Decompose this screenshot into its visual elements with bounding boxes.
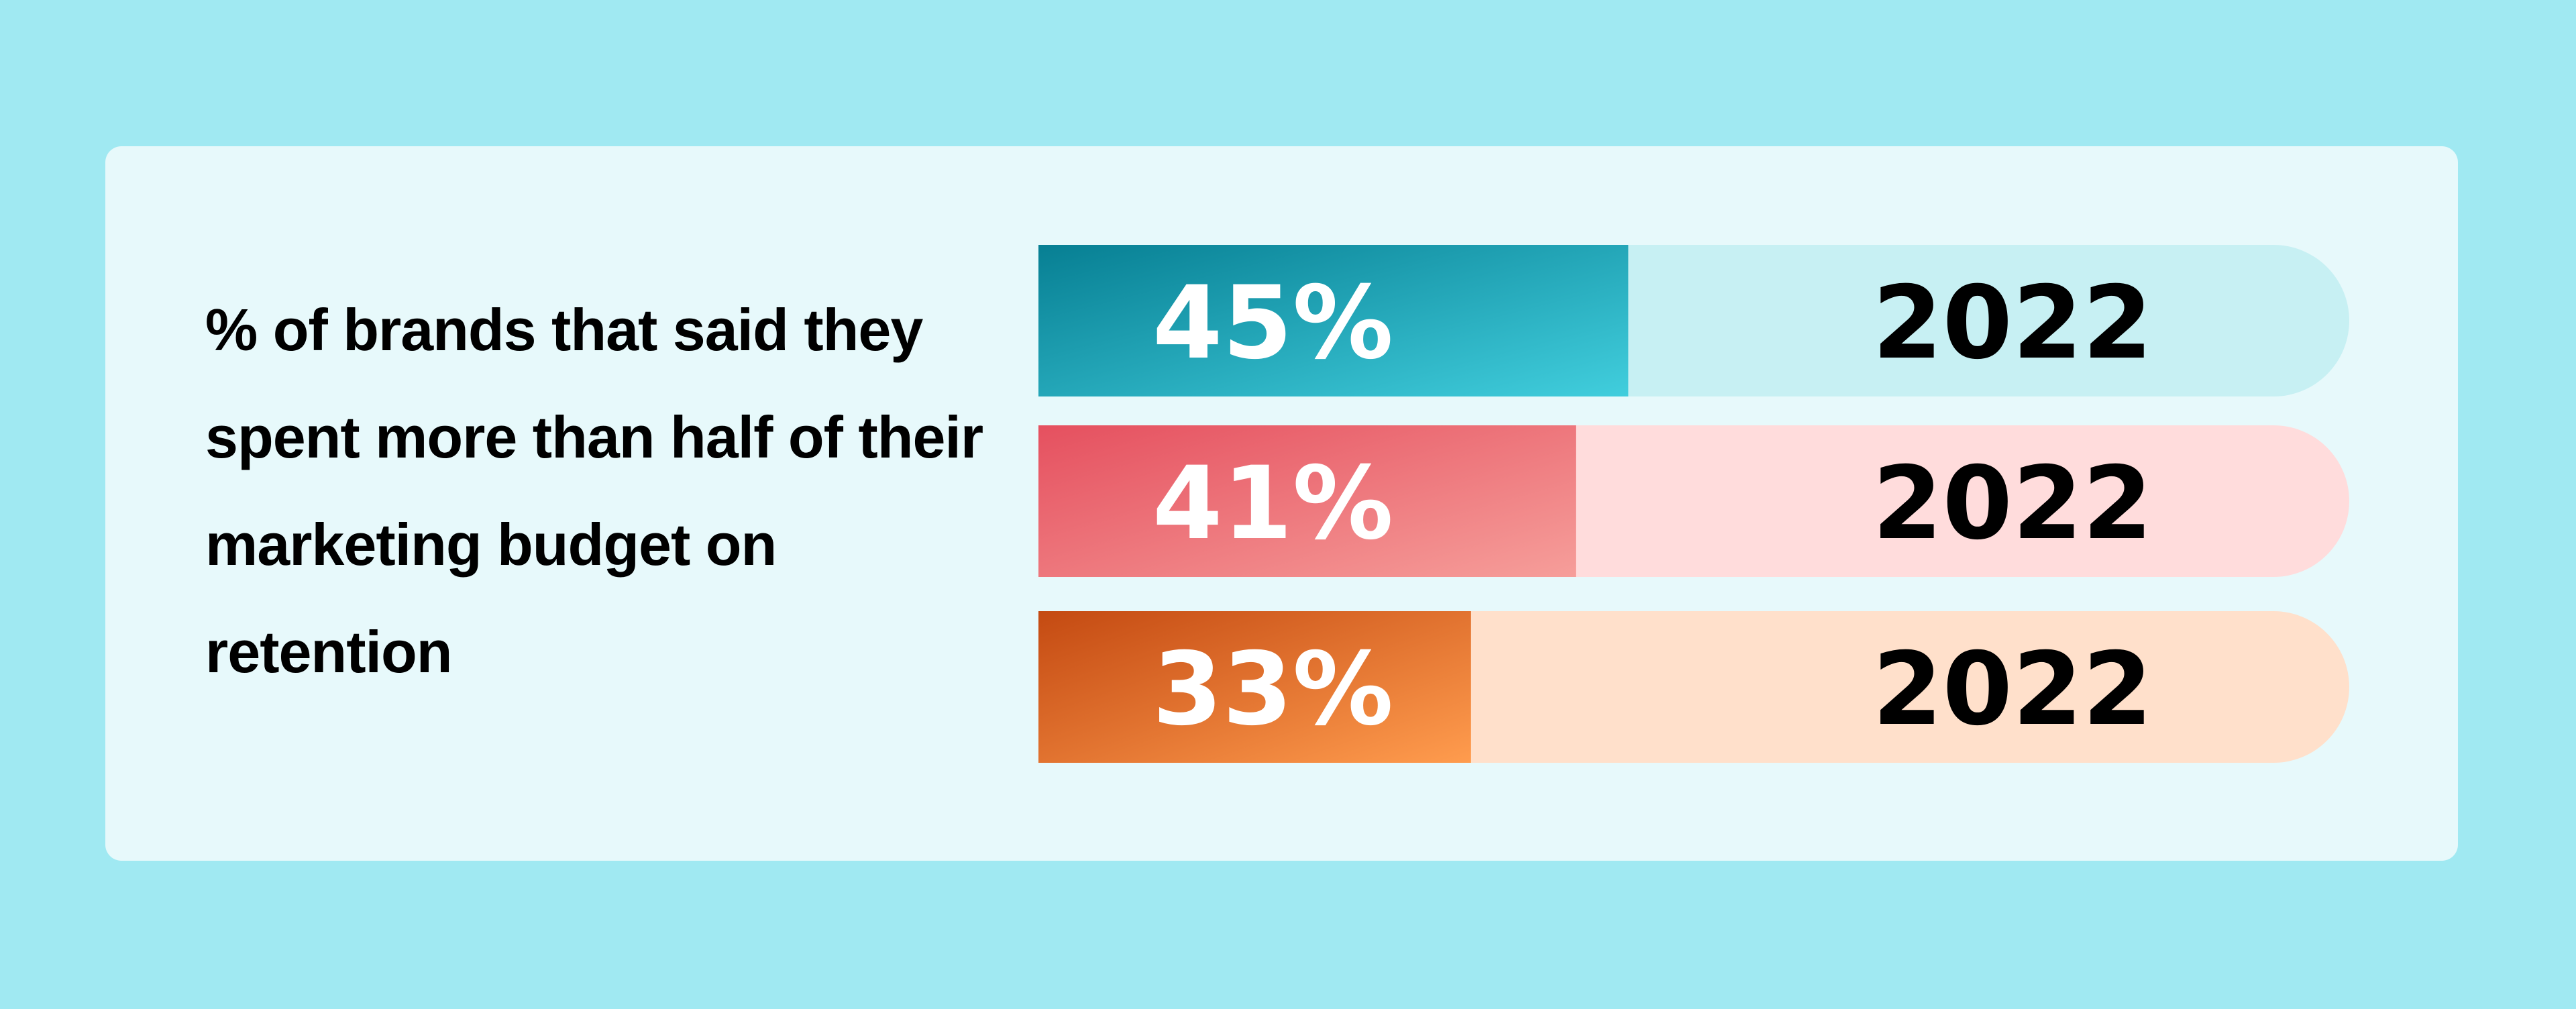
category-label: 2022 — [1872, 265, 2152, 382]
category-label: 2022 — [1872, 445, 2152, 562]
category-label: 2022 — [1872, 631, 2152, 748]
value-label: 45% — [1152, 265, 1393, 382]
bar — [1038, 425, 1576, 577]
bar — [1038, 245, 1629, 396]
bar — [1038, 611, 1471, 763]
chart-title: % of brands that said they spent more th… — [205, 297, 983, 685]
value-label: 33% — [1152, 631, 1393, 748]
value-label: 41% — [1152, 445, 1393, 562]
